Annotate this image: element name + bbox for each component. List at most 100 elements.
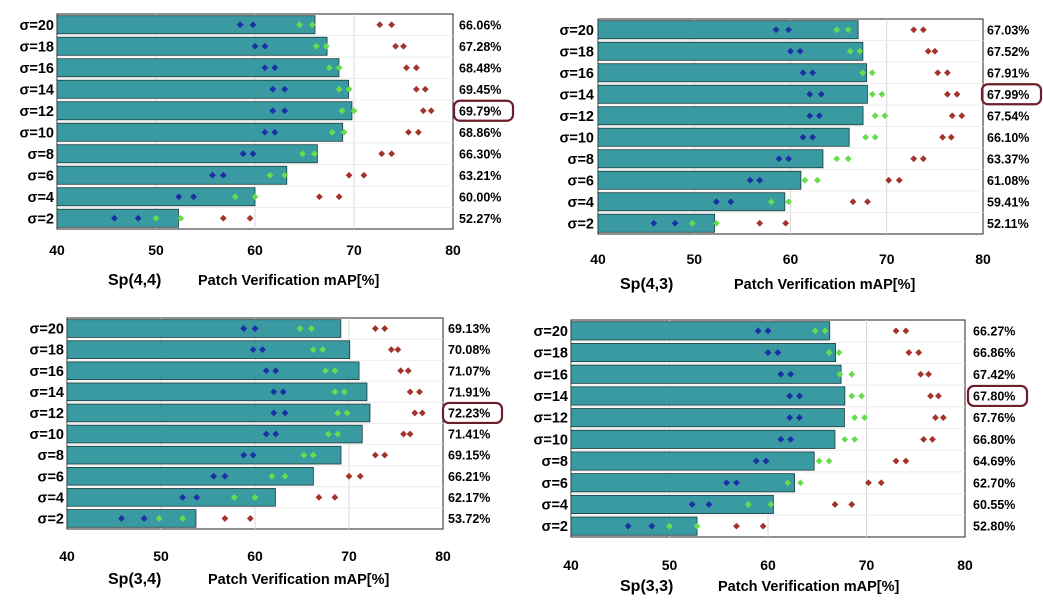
blue-marker	[251, 42, 259, 50]
blue-marker	[723, 479, 731, 487]
red-marker	[892, 327, 900, 335]
bar	[570, 321, 831, 341]
red-marker	[394, 346, 402, 354]
red-marker	[902, 457, 910, 465]
red-marker	[416, 388, 423, 396]
red-marker	[378, 150, 386, 158]
green-marker	[693, 522, 701, 530]
blue-marker	[787, 435, 795, 443]
value-label: 62.17%	[448, 491, 490, 505]
blue-marker	[772, 26, 780, 34]
value-label: 67.28%	[459, 40, 501, 54]
green-marker	[856, 47, 864, 55]
red-marker	[406, 388, 414, 396]
blue-marker	[671, 219, 679, 227]
red-marker	[315, 493, 323, 501]
blue-marker	[777, 435, 785, 443]
y-tick-label: σ=12	[559, 109, 594, 125]
blue-marker	[281, 85, 289, 93]
bar	[66, 466, 314, 486]
red-marker	[902, 327, 910, 335]
green-marker	[338, 107, 346, 115]
bar	[570, 343, 836, 363]
green-marker	[328, 128, 336, 136]
y-tick-label: σ=10	[19, 125, 54, 141]
bar	[56, 79, 349, 99]
blue-marker	[799, 69, 807, 77]
bar	[570, 364, 842, 384]
y-tick-label: σ=14	[533, 389, 568, 405]
highlight-box	[441, 401, 504, 425]
blue-marker	[272, 430, 280, 438]
blue-marker	[249, 150, 257, 158]
bar	[66, 445, 342, 465]
value-label: 64.69%	[973, 455, 1015, 469]
x-tick-label: 50	[662, 557, 678, 573]
green-marker	[324, 430, 332, 438]
y-tick-label: σ=2	[38, 511, 64, 527]
blue-marker	[236, 21, 244, 29]
x-tick-label: 50	[686, 251, 702, 267]
blue-marker	[775, 155, 783, 163]
bar	[570, 494, 774, 514]
chart-sp44: Sp(4,4) Patch Verification mAP[%] 40 50 60…	[19, 13, 515, 289]
y-tick-label: σ=12	[19, 104, 54, 120]
value-label: 52.80%	[973, 520, 1015, 534]
blue-marker	[764, 349, 772, 356]
y-tick-label: σ=20	[19, 18, 54, 34]
y-tick-label: σ=14	[29, 385, 64, 401]
value-label: 61.08%	[987, 174, 1029, 188]
blue-marker	[249, 21, 257, 29]
x-tick-label: 70	[341, 548, 357, 564]
chart-subtitle: Sp(4,3)	[620, 276, 673, 293]
red-marker	[733, 522, 740, 530]
red-marker	[943, 90, 951, 98]
chart-sp43: Sp(4,3) Patch Verification mAP[%] 40 50 60…	[559, 18, 1043, 293]
blue-marker	[175, 193, 183, 201]
red-marker	[864, 198, 871, 206]
red-marker	[392, 42, 399, 50]
red-marker	[246, 214, 254, 222]
blue-marker	[809, 133, 817, 141]
value-label: 69.79%	[459, 104, 501, 118]
y-tick-label: σ=2	[28, 211, 54, 227]
red-marker	[934, 69, 942, 77]
red-marker	[381, 325, 389, 332]
blue-marker	[239, 150, 247, 158]
red-marker	[403, 64, 410, 72]
value-label: 67.99%	[987, 88, 1029, 102]
bar	[66, 403, 371, 423]
red-marker	[910, 26, 918, 34]
red-marker	[345, 171, 353, 179]
bar	[597, 20, 859, 40]
red-marker	[335, 193, 343, 201]
bar	[570, 473, 795, 493]
y-tick-label: σ=18	[559, 44, 594, 60]
value-label: 67.52%	[987, 45, 1029, 59]
value-label: 62.70%	[973, 476, 1015, 490]
blue-marker	[817, 90, 825, 98]
red-marker	[943, 69, 951, 77]
green-marker	[801, 176, 809, 184]
blue-marker	[727, 198, 735, 206]
green-marker	[744, 501, 752, 508]
green-marker	[797, 479, 804, 487]
y-tick-label: σ=6	[568, 173, 594, 189]
red-marker	[905, 349, 913, 356]
blue-marker	[796, 392, 803, 400]
red-marker	[782, 219, 790, 227]
x-tick-label: 60	[247, 548, 263, 564]
red-marker	[865, 479, 872, 487]
green-marker	[868, 69, 876, 77]
bar	[597, 106, 864, 126]
chart-panel-sp33: Sp(3,3) Patch Verification mAP[%] 40 50 60…	[522, 304, 1043, 599]
green-marker	[331, 367, 339, 375]
bar	[570, 516, 698, 536]
green-marker	[767, 198, 775, 206]
green-marker	[177, 214, 185, 222]
blue-marker	[219, 171, 227, 179]
blue-marker	[785, 26, 792, 34]
red-marker	[388, 150, 396, 158]
chart-panel-sp34: Sp(3,4) Patch Verification mAP[%] 40 50 60…	[0, 304, 520, 599]
value-label: 69.15%	[448, 449, 490, 463]
